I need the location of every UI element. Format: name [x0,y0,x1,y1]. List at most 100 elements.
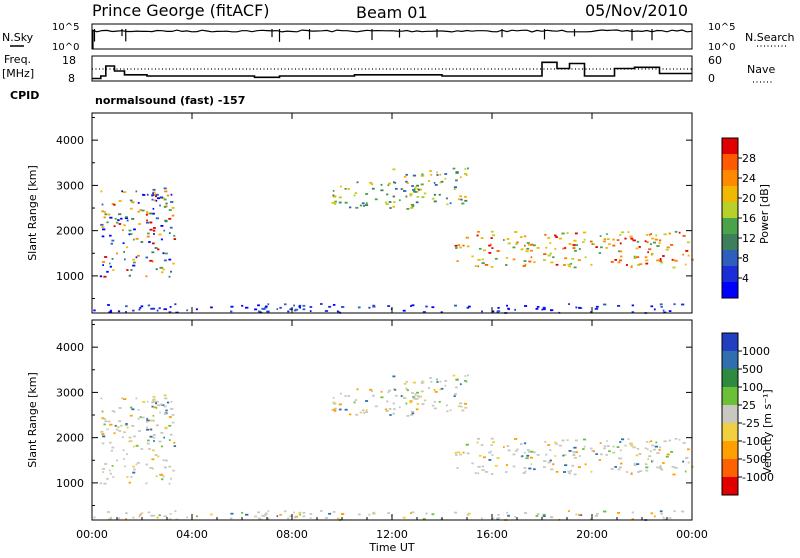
power-cell [633,257,637,259]
sky-panel: N.Sky 10^5 10^0 10^5 10^0 N.Search [2,22,795,53]
velocity-cell [682,442,686,444]
velocity-cell [109,517,113,520]
power-cell [405,173,408,176]
power-panel-frame [91,112,693,314]
power-cell [395,187,398,190]
power-cell [338,201,342,204]
power-cell [561,232,565,235]
velocity-cell [430,381,433,383]
power-cell [467,167,469,170]
power-cell [638,246,641,248]
power-cell [665,248,669,251]
power-cell [545,246,548,249]
power-cell [425,305,428,308]
power-cell [157,193,159,196]
power-cell [631,304,634,307]
velocity-cell [496,457,500,459]
power-cell [673,303,676,306]
velocity-cell [411,412,415,415]
velocity-cell [387,391,390,394]
power-cell [101,226,105,228]
velocity-cell [412,396,416,398]
velocity-cell [606,440,608,442]
power-cell [415,190,419,193]
power-cell [365,193,369,195]
velocity-cell [125,518,127,520]
power-cell [415,201,419,204]
power-cell [293,309,297,312]
velocity-cell [111,465,114,467]
velocity-cell [158,440,162,443]
power-cell [599,235,602,237]
power-cell [148,241,151,243]
power-cell [554,234,557,237]
velocity-cell [145,482,148,485]
power-cell [530,256,533,259]
velocity-cell [630,444,634,447]
power-cell [549,242,552,244]
power-cell [138,308,141,311]
velocity-cell [658,449,661,451]
power-cell [452,167,456,170]
power-cell [682,235,686,237]
nave-right-label: Nave [747,63,775,76]
power-cell [496,250,500,252]
colorbar-tick-label: 500 [742,363,763,376]
power-cell [109,265,112,268]
y-tick-label: 1000 [56,477,84,490]
velocity-cell [549,459,552,462]
power-cell [645,234,648,236]
velocity-cell [496,517,501,519]
velocity-cell [410,414,414,416]
velocity-cell [445,404,448,407]
velocity-cell [523,467,527,469]
velocity-cell [478,454,482,457]
velocity-cell [403,397,407,399]
power-cell [414,186,417,189]
velocity-cell [550,516,554,519]
power-cell [118,223,122,225]
velocity-cell [125,512,128,515]
power-cell [168,217,172,220]
velocity-cell [403,382,407,385]
velocity-cell [505,471,508,473]
power-cell [410,305,412,307]
y-tick-label: 2000 [56,225,84,238]
velocity-cell [459,453,462,456]
sky-right-tick-bottom: 10^0 [708,42,735,53]
velocity-cell [678,438,681,441]
velocity-cell [165,409,168,412]
power-cell [389,207,392,209]
power-cell [431,197,435,200]
velocity-cell [133,435,136,438]
velocity-cell [166,401,170,404]
velocity-cell [421,380,424,383]
power-cell [140,241,144,243]
power-cell [491,310,495,313]
power-cell [370,183,374,186]
power-cell [388,182,392,185]
velocity-cell [433,389,436,391]
velocity-cell [505,464,508,466]
colorbar-tick-label: 25 [742,399,756,412]
power-cell [503,239,505,241]
power-cell [356,181,359,184]
power-cell [590,263,593,266]
power-cell [526,247,530,250]
power-cell [481,258,484,261]
power-cell [152,188,156,191]
velocity-cell [132,471,136,474]
power-cell [428,180,431,182]
velocity-cell [594,515,599,517]
power-cell [173,234,176,237]
velocity-cell [152,395,156,398]
velocity-cell [568,472,572,475]
velocity-cell [389,414,392,416]
power-cell [230,305,234,308]
power-cell [129,207,133,210]
power-cell [332,190,335,192]
power-cell [544,233,547,236]
power-cell [411,205,415,208]
velocity-cell [254,515,258,518]
velocity-cell [614,466,617,468]
